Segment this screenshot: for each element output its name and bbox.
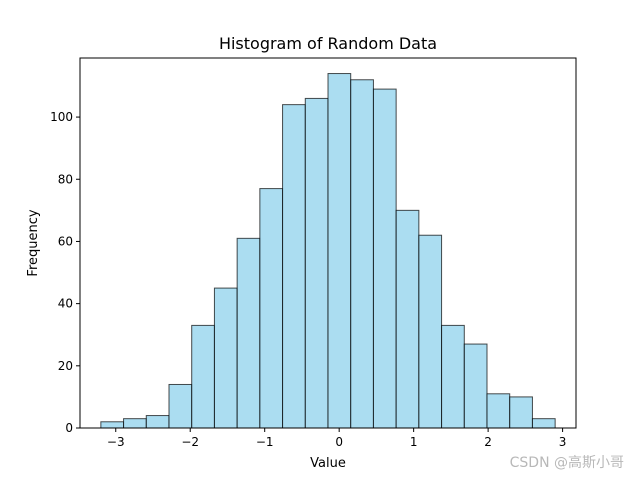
histogram-bar — [327, 73, 352, 429]
x-axis-ticks: −3 −2 −1 0 1 2 3 — [107, 428, 567, 449]
histogram-bar — [418, 234, 443, 429]
x-tick-label: 3 — [559, 435, 567, 449]
histogram-bar — [191, 324, 215, 429]
histogram-bars — [100, 73, 556, 429]
histogram-bar — [168, 383, 193, 429]
histogram-bar — [531, 418, 556, 429]
y-tick-label: 40 — [58, 297, 73, 311]
histogram-bar — [372, 88, 397, 429]
histogram-bar — [350, 79, 374, 429]
y-tick-label: 60 — [58, 234, 73, 248]
y-axis-ticks: 0 20 40 60 80 100 — [50, 110, 80, 435]
x-axis-label: Value — [310, 456, 346, 471]
x-tick-label: 0 — [335, 435, 343, 449]
x-tick-label: 1 — [410, 435, 418, 449]
x-tick-label: −2 — [181, 435, 199, 449]
y-tick-label: 0 — [65, 421, 73, 435]
y-tick-label: 100 — [50, 110, 73, 124]
chart-title: Histogram of Random Data — [219, 34, 437, 53]
x-tick-label: −3 — [107, 435, 125, 449]
histogram-bar — [304, 97, 329, 429]
histogram-bar — [100, 421, 125, 429]
histogram-bar — [213, 287, 238, 429]
histogram-bar — [145, 415, 170, 429]
histogram-bar — [463, 343, 488, 429]
histogram-bar — [395, 209, 420, 429]
histogram-bar — [509, 396, 533, 429]
x-tick-label: 2 — [484, 435, 492, 449]
histogram-bar — [259, 188, 284, 429]
watermark-text: CSDN @高斯小哥 — [510, 454, 624, 471]
histogram-bar — [441, 324, 465, 429]
histogram-bar — [282, 104, 306, 429]
y-axis-label: Frequency — [26, 209, 41, 276]
y-tick-label: 20 — [58, 359, 73, 373]
histogram-bar — [123, 418, 147, 429]
histogram-bar — [236, 237, 261, 429]
x-tick-label: −1 — [256, 435, 274, 449]
y-tick-label: 80 — [58, 172, 73, 186]
plot-frame — [79, 57, 577, 429]
histogram-bar — [486, 393, 511, 429]
